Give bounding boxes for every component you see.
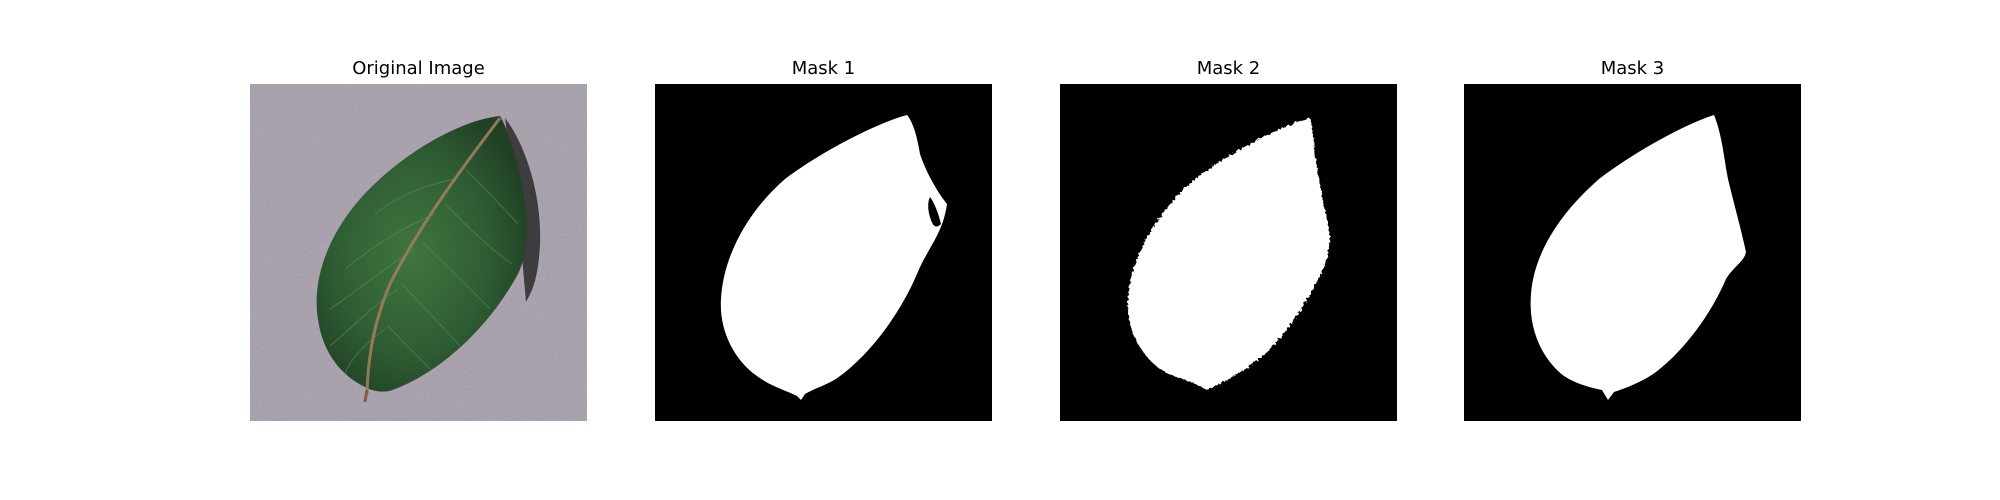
mask-hole	[928, 197, 941, 227]
panel-mask-1: Mask 1	[655, 0, 992, 500]
leaf-petiole	[363, 389, 369, 403]
mask-region	[720, 115, 947, 400]
mask-region	[1530, 115, 1746, 400]
panel-title: Original Image	[352, 58, 485, 79]
mask-image	[1464, 84, 1801, 421]
panel-mask-3: Mask 3	[1464, 0, 1801, 500]
leaf	[316, 116, 527, 392]
leaf-midrib	[365, 117, 502, 395]
mask-region	[1127, 118, 1330, 390]
leaf-veins	[329, 168, 519, 375]
panel-mask-2: Mask 2	[1060, 0, 1397, 500]
original-image	[250, 84, 587, 421]
mask-image	[1060, 84, 1397, 421]
panel-title: Mask 3	[1600, 58, 1665, 79]
panel-title: Mask 2	[1196, 58, 1261, 79]
mask-image	[655, 84, 992, 421]
panel-title: Mask 1	[791, 58, 856, 79]
panel-original-image: Original Image	[250, 0, 587, 500]
